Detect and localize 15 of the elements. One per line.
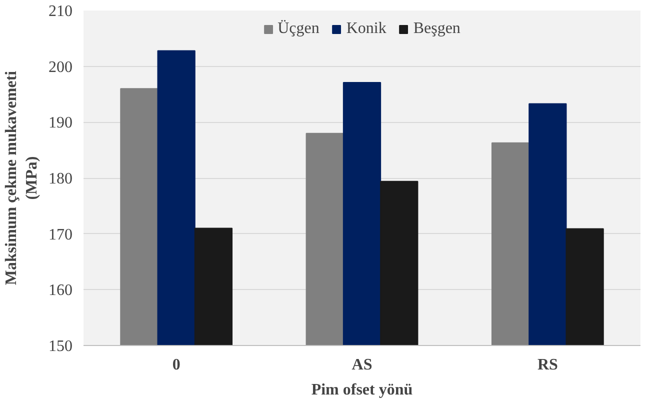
y-tick-label: 190 (48, 114, 72, 132)
x-tick-label: RS (537, 356, 558, 374)
legend-label: Üçgen (278, 20, 320, 38)
y-tick-label: 160 (48, 282, 72, 300)
y-tick-label: 150 (48, 338, 72, 355)
x-tick-label: 0 (172, 356, 180, 374)
legend-label: Konik (346, 20, 386, 38)
x-tick-label: AS (352, 356, 372, 374)
y-axis-title: Maksimum çekme mukavemeti (MPa) (3, 70, 40, 286)
x-axis-title: Pim ofset yönü (311, 382, 413, 398)
y-tick-label: 210 (48, 3, 72, 20)
legend-label: Beşgen (413, 20, 460, 38)
y-tick-label: 180 (48, 170, 72, 188)
y-tick-label: 200 (48, 58, 72, 76)
y-tick-label: 170 (48, 226, 72, 244)
